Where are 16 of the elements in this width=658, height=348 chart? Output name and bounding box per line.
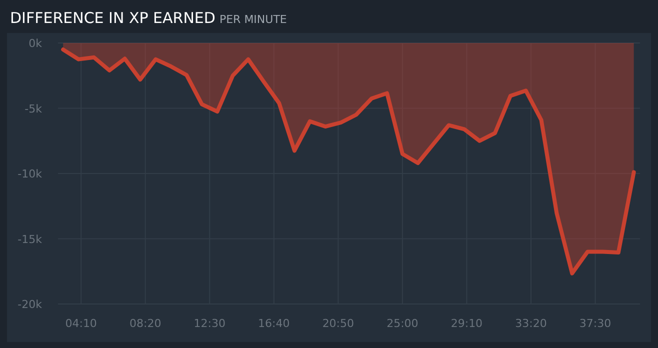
x-tick-label: 08:20 (130, 317, 162, 330)
y-tick-label: -15k (18, 232, 43, 246)
x-tick-label: 37:30 (579, 317, 612, 330)
chart-title: DIFFERENCE IN XP EARNED (10, 9, 216, 27)
x-tick-label: 29:10 (450, 317, 483, 330)
y-tick-label: -10k (18, 168, 43, 180)
chart-subtitle: PER MINUTE (219, 13, 287, 26)
x-tick-label: 20:50 (322, 317, 354, 330)
x-tick-label: 16:40 (258, 317, 290, 330)
y-tick-label: 0k (28, 37, 43, 50)
x-tick-label: 33:20 (515, 317, 547, 330)
y-tick-label: -20k (18, 298, 43, 311)
y-tick-label: -5k (24, 102, 43, 116)
x-tick-label: 25:00 (386, 317, 418, 330)
x-tick-label: 12:30 (194, 317, 226, 330)
x-tick-label: 04:10 (65, 317, 97, 330)
